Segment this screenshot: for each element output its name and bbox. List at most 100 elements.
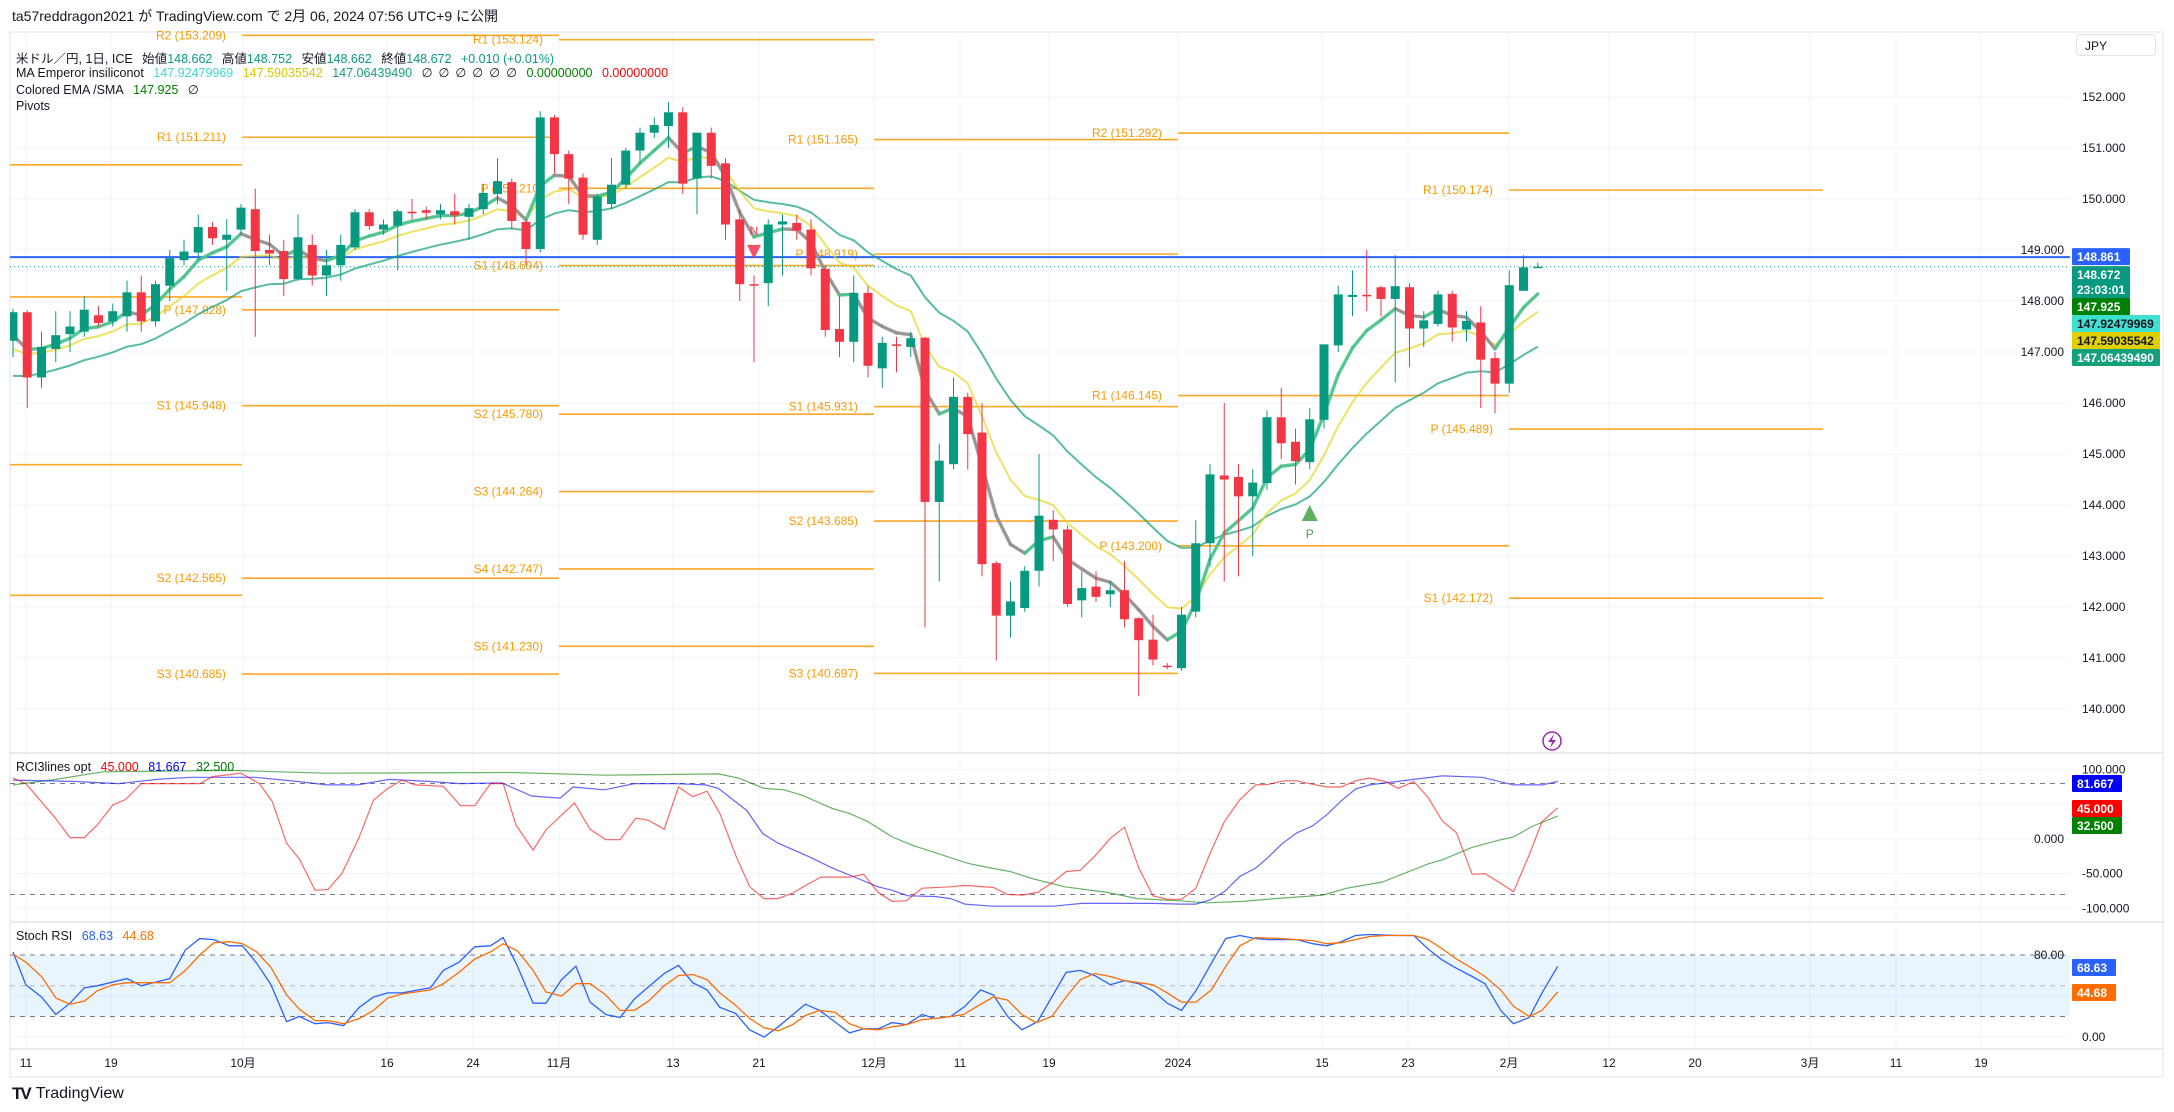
price-axis-label: 143.000: [2082, 549, 2126, 563]
candle: [1105, 581, 1115, 607]
time-axis-label: 11: [20, 1056, 33, 1070]
candle-body: [1162, 665, 1172, 668]
stoch-badge: 44.68: [2072, 984, 2116, 1001]
price-axis-label: 142.000: [2082, 600, 2126, 614]
candle-body: [1376, 287, 1386, 299]
candle: [778, 214, 787, 276]
colored-ema-segment: [1137, 607, 1155, 629]
rci-axis-label: 0.000: [2034, 832, 2064, 846]
pivot-label: R1 (150.174): [1423, 183, 1493, 197]
candle-body: [664, 112, 673, 127]
lightning-icon[interactable]: [1542, 731, 1562, 751]
candle: [550, 114, 559, 174]
candle-body: [1148, 639, 1158, 660]
colored-ema-segment: [225, 232, 243, 249]
time-axis-label: 19: [104, 1056, 118, 1070]
badge-bg: [2072, 984, 2116, 1001]
candle: [1348, 270, 1357, 317]
colored-ema-segment: [96, 319, 115, 329]
candle: [1162, 663, 1172, 670]
ma-emperor-legend[interactable]: MA Emperor insiliconot 147.92479969 147.…: [16, 65, 674, 80]
price-axis-label: 152.000: [2082, 90, 2126, 104]
colored-ema-segment: [652, 135, 671, 153]
colored-ema-segment: [210, 245, 229, 255]
colored-ema-segment: [182, 258, 200, 279]
pivot-label: S5 (141.230): [474, 639, 543, 653]
signal-label: P: [1306, 527, 1314, 541]
close-label: 終値: [381, 52, 407, 66]
pivot-label: R1 (153.124): [473, 33, 543, 47]
candle: [493, 158, 502, 205]
candle-body: [820, 268, 830, 331]
candle-body: [208, 227, 217, 239]
stoch-k-value: 68.63: [81, 929, 114, 943]
time-axis-label: 12: [1602, 1056, 1616, 1070]
candle-body: [1291, 441, 1300, 462]
indicator-name: RCI3lines opt: [16, 760, 92, 774]
pivot-label: P (148.919): [796, 247, 859, 261]
colored-ema-segment: [1151, 624, 1169, 642]
candle-body: [1034, 515, 1044, 571]
colored-ema-segment: [1080, 567, 1098, 580]
pivot-label: S1 (145.931): [789, 400, 858, 414]
candle-body: [122, 292, 132, 317]
symbol-legend[interactable]: 米ドル／円, 1日, ICE 始値148.662 高値148.752 安値148…: [16, 48, 560, 67]
badge-text: 81.667: [2077, 777, 2114, 791]
candle-body: [1419, 320, 1429, 329]
price-axis-label: 148.000: [2021, 294, 2065, 308]
colored-ema-legend[interactable]: Colored EMA /SMA 147.925 ∅: [16, 82, 205, 97]
pivots-legend[interactable]: Pivots: [16, 99, 56, 113]
candle: [535, 111, 545, 253]
candle: [906, 331, 916, 358]
candle: [464, 204, 474, 240]
stoch-d-line: [12, 934, 1559, 1032]
candle: [1020, 566, 1030, 613]
candle: [1476, 306, 1486, 409]
footer-brand[interactable]: TV TradingView: [12, 1084, 124, 1104]
price-badge-indicator: 147.59035542: [2072, 332, 2160, 349]
candle-body: [735, 219, 745, 285]
price-axis-label: 150.000: [2082, 192, 2126, 206]
badge-text: 45.000: [2077, 802, 2114, 816]
candle-body: [934, 460, 944, 502]
candle: [1291, 428, 1300, 485]
candle-body: [607, 184, 616, 205]
candle: [436, 204, 445, 220]
price-axis-label: 145.000: [2082, 447, 2126, 461]
candle: [877, 336, 887, 388]
candle-body: [1077, 588, 1087, 601]
rci-short-value: 45.000: [100, 760, 139, 774]
stoch-axis-label: 80.00: [2034, 948, 2064, 962]
candle: [1034, 454, 1044, 587]
colored-ema-segment: [1236, 506, 1255, 523]
candle: [393, 209, 403, 271]
candle-body: [478, 192, 488, 210]
candle-body: [906, 338, 916, 347]
rci-mid-value: 81.667: [148, 760, 187, 774]
stoch-rsi-legend[interactable]: Stoch RSI 68.63 44.68: [16, 929, 160, 943]
currency-selector[interactable]: JPY: [2076, 34, 2156, 56]
candle-body: [407, 211, 417, 214]
candle-body: [493, 181, 502, 194]
ma-zero-green: 0.00000000: [526, 66, 593, 80]
pivot-label: R2 (151.292): [1092, 126, 1162, 140]
rci-legend[interactable]: RCI3lines opt 45.000 81.667 32.500: [16, 760, 240, 774]
indicator-name: Stoch RSI: [16, 929, 73, 943]
candle-body: [991, 563, 1001, 616]
chart-frame: [9, 31, 2164, 1078]
rci-badge: 32.500: [2072, 817, 2122, 834]
empty-value-icon: ∅: [438, 66, 450, 80]
candle: [1134, 617, 1144, 697]
candle-body: [1006, 601, 1015, 616]
price-axis-label: 144.000: [2082, 498, 2126, 512]
time-axis-label: 24: [466, 1056, 480, 1070]
candle: [949, 377, 958, 470]
candle-body: [279, 251, 289, 280]
candle: [963, 392, 973, 470]
candle-body: [1390, 286, 1400, 299]
badge-bg: [2072, 959, 2116, 976]
candle: [1177, 607, 1186, 671]
high-value: 148.752: [246, 52, 293, 66]
sell-signal-triangle-icon: [747, 244, 761, 259]
